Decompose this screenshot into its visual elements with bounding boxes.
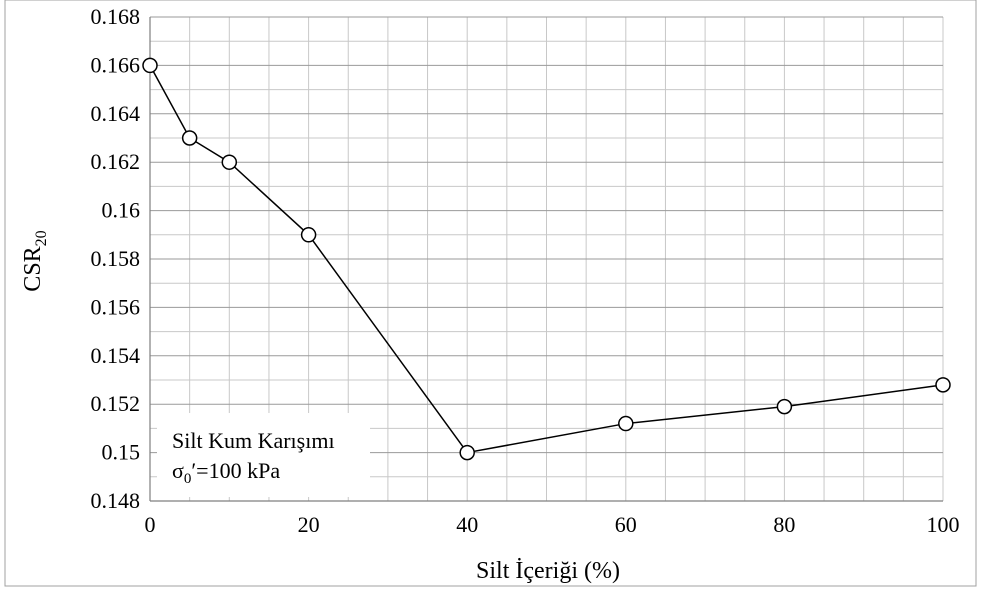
y-axis-title-subscript: 20 (33, 230, 50, 246)
annotation-sigma: σ (172, 458, 184, 483)
data-point (935, 377, 951, 393)
chart-border (4, 0, 977, 587)
data-point (776, 398, 793, 415)
x-axis-title: Silt İçeriği (%) (476, 558, 620, 584)
annotation-box: Silt Kum Karışımı σ0′=100 kPa (157, 413, 370, 497)
x-tick-label: 100 (927, 512, 960, 537)
y-tick-label: 0.156 (91, 294, 141, 319)
data-point (221, 154, 238, 170)
y-tick-label: 0.168 (91, 4, 141, 29)
series (142, 57, 951, 461)
y-tick-label: 0.148 (91, 488, 141, 513)
annotation-background (157, 413, 370, 497)
y-tick-label: 0.166 (91, 52, 141, 77)
x-tick-label: 0 (145, 512, 156, 537)
annotation-sigma-subscript: 0 (184, 471, 192, 487)
y-tick-label: 0.152 (91, 391, 141, 416)
annotation-line-2: σ0′=100 kPa (172, 458, 280, 487)
y-tick-label: 0.164 (91, 101, 141, 126)
tick-labels: 0.148 0.15 0.152 0.154 0.156 0.158 0.16 0.162 0.… (91, 4, 960, 537)
y-tick-label: 0.154 (91, 343, 141, 368)
y-tick-label: 0.16 (102, 198, 141, 223)
y-axis-title: CSR20 (20, 230, 50, 291)
data-point (300, 227, 317, 243)
x-tick-label: 20 (298, 512, 320, 537)
annotation-line-1: Silt Kum Karışımı (172, 428, 335, 453)
y-tick-label: 0.15 (102, 440, 141, 465)
data-point (181, 130, 198, 146)
grid (149, 16, 944, 502)
x-tick-label: 40 (456, 512, 478, 537)
data-point (142, 57, 158, 74)
axes (149, 17, 943, 502)
x-tick-label: 60 (615, 512, 637, 537)
x-tick-label: 80 (773, 512, 795, 537)
annotation-sigma-value: ′=100 kPa (191, 458, 280, 483)
y-axis-title-main: CSR (20, 246, 46, 291)
data-point (459, 444, 475, 461)
y-tick-label: 0.158 (91, 246, 141, 271)
y-tick-label: 0.162 (91, 149, 141, 174)
data-point (618, 415, 634, 432)
